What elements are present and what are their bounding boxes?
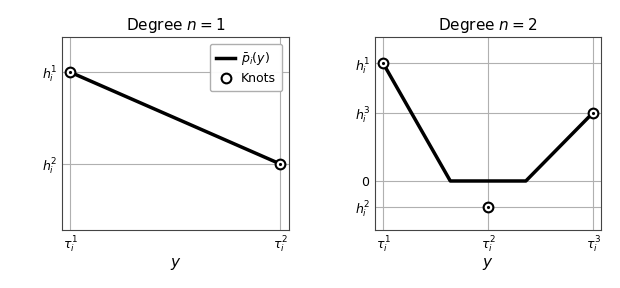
X-axis label: $y$: $y$ xyxy=(169,256,181,272)
Legend: $\bar{p}_i(y)$, Knots: $\bar{p}_i(y)$, Knots xyxy=(210,44,282,91)
Title: Degree $n = 2$: Degree $n = 2$ xyxy=(438,16,538,35)
X-axis label: $y$: $y$ xyxy=(482,256,494,272)
Title: Degree $n = 1$: Degree $n = 1$ xyxy=(126,16,225,35)
